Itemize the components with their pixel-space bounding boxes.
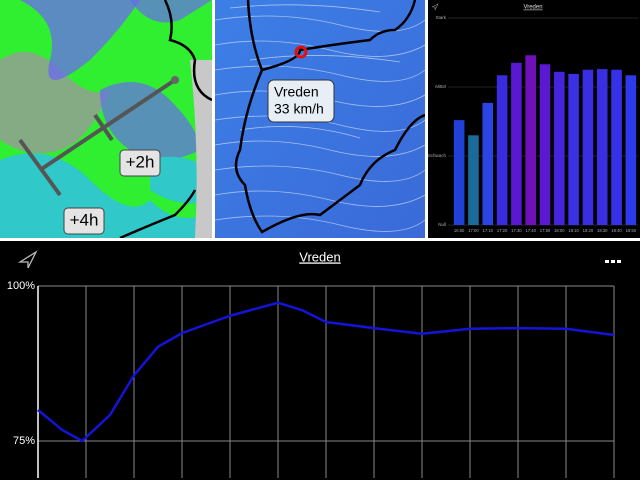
y-tick-label: 100%	[7, 280, 35, 292]
radar-map[interactable]: +2h +4h	[0, 0, 212, 238]
x-tick-label: 16:50	[454, 228, 465, 233]
location-icon[interactable]	[17, 250, 38, 269]
radar-time-label: +2h	[126, 152, 155, 171]
line-title[interactable]: Vreden	[299, 249, 340, 264]
bar	[539, 64, 551, 225]
bar	[511, 62, 522, 225]
y-tick-label: 75%	[13, 435, 35, 447]
x-tick-label: 18:00	[554, 228, 565, 233]
x-tick-label: 17:10	[483, 228, 494, 233]
x-tick-label: 17:50	[540, 228, 551, 233]
x-tick-label: 18:30	[597, 228, 608, 233]
y-tick-label: Stark	[435, 15, 446, 20]
bar	[596, 69, 608, 225]
x-tick-label: 17:20	[497, 228, 508, 233]
x-tick-label: 18:40	[611, 228, 622, 233]
line	[37, 301, 615, 443]
wind-map[interactable]: Vreden 33 km/h	[215, 0, 425, 238]
bar	[468, 135, 479, 225]
x-tick-label: 18:50	[626, 228, 637, 233]
radar-time-label: +4h	[70, 210, 99, 229]
y-tick-label: Schwach	[428, 153, 447, 158]
x-tick-label: 18:10	[568, 228, 579, 233]
bar	[496, 75, 508, 226]
bar	[453, 120, 465, 225]
location-icon[interactable]	[431, 3, 439, 11]
line-panel	[0, 241, 640, 480]
menu-icon[interactable]	[605, 260, 621, 263]
y-tick-label: Null	[438, 222, 446, 227]
bar	[525, 55, 536, 226]
x-tick-label: 18:20	[583, 228, 594, 233]
bar	[611, 69, 622, 225]
wind-place-label: Vreden	[274, 84, 319, 100]
bar-title[interactable]: Vreden	[523, 5, 542, 11]
wind-speed-label: 33 km/h	[274, 101, 324, 117]
bar	[625, 75, 637, 226]
y-tick-label: Mittel	[435, 84, 446, 89]
x-tick-label: 17:30	[511, 228, 522, 233]
bar	[568, 73, 579, 225]
bar	[582, 69, 594, 225]
bar	[554, 71, 565, 225]
bar	[482, 102, 494, 225]
x-tick-label: 17:00	[468, 228, 479, 233]
x-tick-label: 17:40	[525, 228, 536, 233]
